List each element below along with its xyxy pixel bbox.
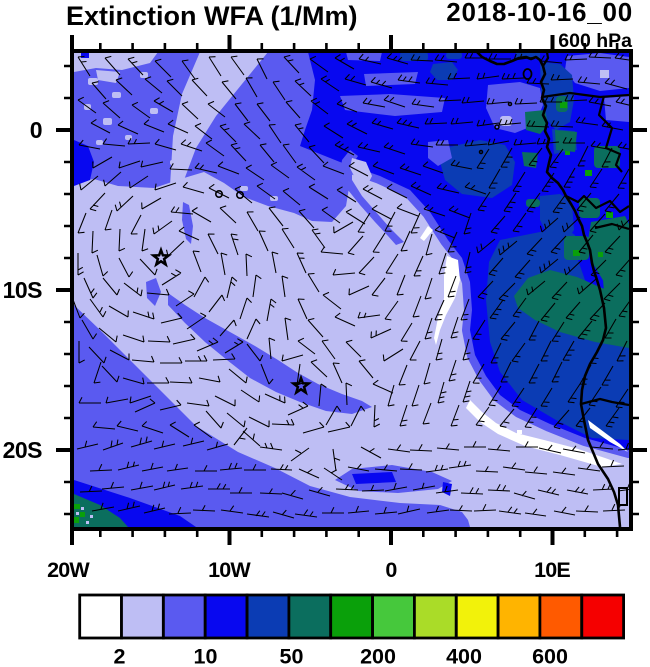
svg-text:400: 400 (446, 645, 482, 667)
svg-text:10E: 10E (534, 558, 570, 582)
svg-text:200: 200 (360, 645, 396, 667)
svg-text:600: 600 (532, 645, 568, 667)
svg-text:2: 2 (114, 645, 126, 667)
svg-text:Extinction WFA (1/Mm): Extinction WFA (1/Mm) (66, 1, 358, 31)
svg-text:20W: 20W (47, 558, 90, 582)
svg-text:10W: 10W (208, 558, 251, 582)
svg-text:50: 50 (280, 645, 304, 667)
svg-text:20S: 20S (3, 437, 43, 463)
svg-text:0: 0 (30, 117, 42, 143)
svg-text:600 hPa: 600 hPa (558, 30, 632, 52)
svg-text:10: 10 (194, 645, 218, 667)
svg-text:0: 0 (385, 558, 397, 582)
svg-text:2018-10-16_00: 2018-10-16_00 (446, 0, 633, 27)
svg-text:10S: 10S (3, 277, 43, 303)
